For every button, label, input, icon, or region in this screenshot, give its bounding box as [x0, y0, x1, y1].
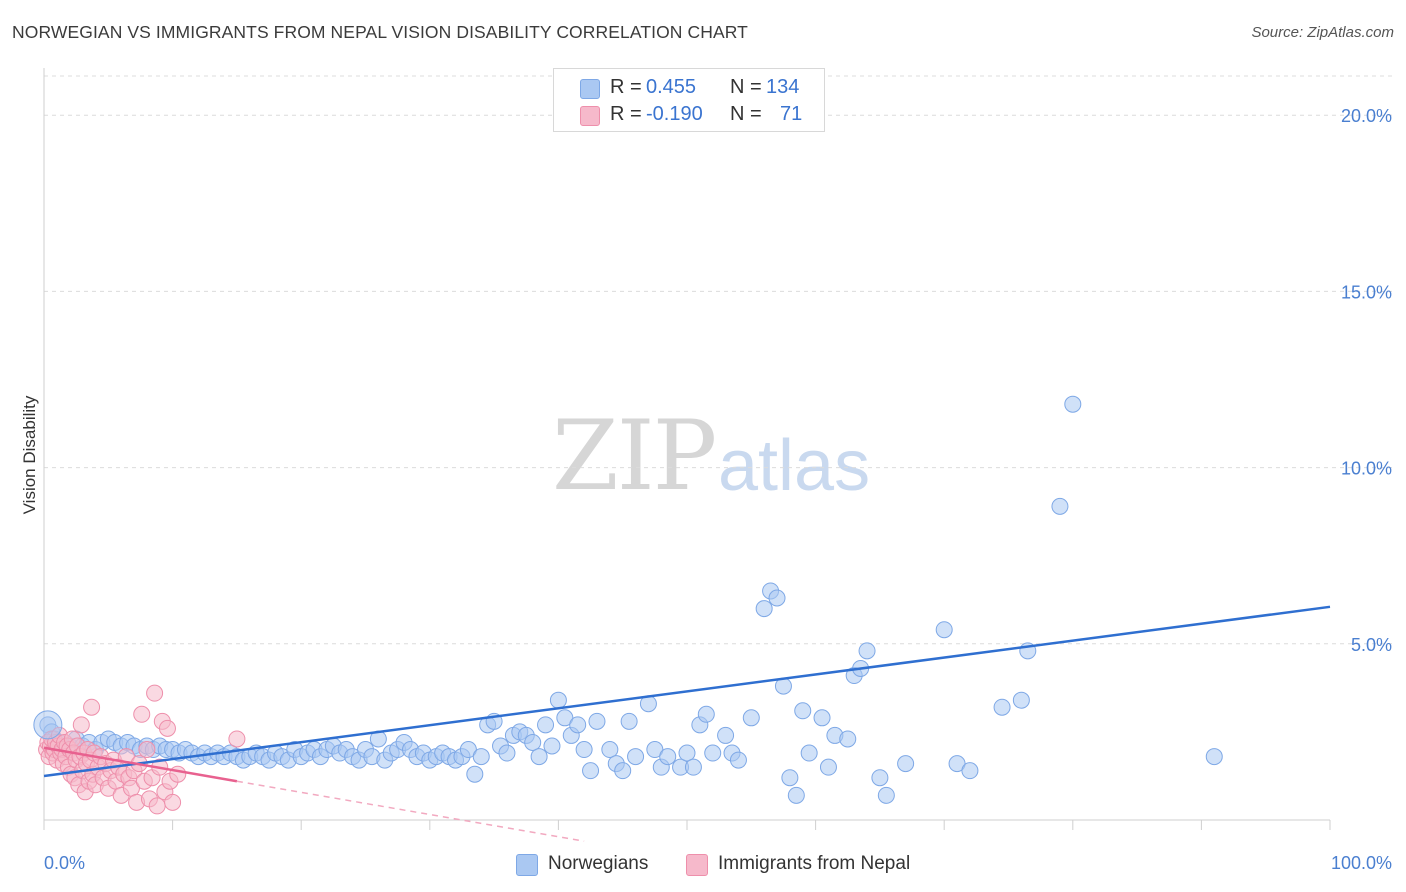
nepal-trend-extension — [236, 780, 585, 842]
legend-row-norwegians: R = 0.455 N = 134 — [554, 74, 824, 102]
watermark-zip: ZIP — [552, 400, 717, 512]
y-tick-label: 10.0% — [1341, 459, 1392, 479]
norwegian-point — [839, 730, 857, 748]
legend-n-value: 134 — [766, 76, 800, 98]
legend-swatch-norwegians — [580, 79, 600, 99]
norwegian-point — [620, 712, 638, 730]
norwegian-point — [1205, 748, 1223, 766]
nepal-point — [228, 730, 246, 748]
norwegian-point — [1051, 497, 1069, 515]
legend-r-value: -0.190 — [646, 103, 703, 125]
norwegian-point — [543, 737, 561, 755]
nepal-point — [158, 719, 176, 737]
series-label-norwegians: Norwegians — [548, 853, 649, 874]
norwegian-trend-line — [43, 605, 1331, 778]
norwegian-point — [684, 758, 702, 776]
nepal-trend-line — [43, 746, 238, 783]
norwegian-point — [948, 755, 966, 773]
norwegian-point — [871, 769, 889, 787]
norwegian-point — [549, 691, 567, 709]
norwegian-point — [530, 748, 548, 766]
legend-r-value: 0.455 — [646, 76, 697, 98]
norwegian-point — [781, 769, 799, 787]
norwegian-point — [877, 786, 895, 804]
norwegian-point — [659, 748, 677, 766]
x-tick-label: 100.0% — [1331, 853, 1392, 873]
data-points — [33, 395, 1223, 815]
norwegian-point — [858, 642, 876, 660]
norwegian-point — [582, 762, 600, 780]
norwegian-point — [717, 726, 735, 744]
norwegian-point — [627, 748, 645, 766]
norwegian-point — [678, 744, 696, 762]
norwegian-point — [1064, 395, 1082, 413]
series-swatch-nepal — [686, 854, 708, 876]
legend-swatch-nepal — [580, 106, 600, 126]
norwegian-point — [601, 741, 619, 759]
nepal-point — [138, 741, 156, 759]
norwegian-point — [459, 741, 477, 759]
chart-title: NORWEGIAN VS IMMIGRANTS FROM NEPAL VISIO… — [12, 22, 748, 42]
trend-lines — [43, 605, 1331, 842]
norwegian-point — [466, 765, 484, 783]
norwegian-point — [961, 762, 979, 780]
legend-row-nepal: R = -0.190 N = 71 — [554, 101, 824, 129]
norwegian-point — [575, 741, 593, 759]
norwegian-point — [614, 762, 632, 780]
norwegian-point — [646, 741, 664, 759]
legend-r-label: R = — [610, 103, 642, 125]
norwegian-point — [704, 744, 722, 762]
norwegian-point — [768, 589, 786, 607]
norwegian-point — [1012, 691, 1030, 709]
norwegian-point — [556, 709, 574, 727]
norwegian-point — [742, 709, 760, 727]
nepal-point — [146, 684, 164, 702]
norwegian-point — [569, 716, 587, 734]
axes — [43, 68, 1331, 830]
y-tick-label: 5.0% — [1351, 635, 1392, 655]
norwegian-point — [993, 698, 1011, 716]
correlation-legend: R = 0.455 N = 134 R = -0.190 N = 71 — [553, 68, 825, 132]
nepal-point — [72, 716, 90, 734]
nepal-point — [148, 797, 166, 815]
norwegian-point-large — [33, 710, 63, 740]
legend-n-value: 71 — [780, 103, 803, 125]
norwegian-point — [588, 712, 606, 730]
norwegian-point — [897, 755, 915, 773]
norwegian-point — [787, 786, 805, 804]
norwegian-point — [755, 600, 773, 618]
source-credit: Source: ZipAtlas.com — [1251, 24, 1394, 41]
norwegian-point — [537, 716, 555, 734]
y-tick-label: 20.0% — [1341, 106, 1392, 126]
norwegian-point — [800, 744, 818, 762]
nepal-point — [164, 793, 182, 811]
grid-lines — [44, 75, 1392, 645]
nepal-point — [133, 705, 151, 723]
norwegian-point — [472, 748, 490, 766]
series-swatch-norwegians — [516, 854, 538, 876]
nepal-point — [169, 765, 187, 783]
axis-labels: 5.0% 10.0% 15.0% 20.0% 0.0% 100.0% Vision Disa… — [20, 106, 1392, 873]
norwegian-point — [697, 705, 715, 723]
x-tick-label: 0.0% — [44, 853, 85, 873]
y-axis-title: Vision Disability — [20, 395, 39, 514]
norwegian-point — [498, 744, 516, 762]
y-tick-label: 15.0% — [1341, 282, 1392, 302]
norwegian-point — [524, 733, 542, 751]
norwegian-point — [935, 621, 953, 639]
series-legend: Norwegians Immigrants from Nepal — [0, 852, 1406, 878]
norwegian-point — [813, 709, 831, 727]
nepal-point — [83, 698, 101, 716]
watermark-atlas: atlas — [718, 426, 871, 506]
norwegian-point — [794, 702, 812, 720]
norwegian-point — [819, 758, 837, 776]
norwegian-point — [729, 751, 747, 769]
series-label-nepal: Immigrants from Nepal — [718, 853, 911, 874]
legend-r-label: R = — [610, 76, 642, 98]
legend-n-label: N = — [730, 103, 762, 125]
legend-n-label: N = — [730, 76, 762, 98]
